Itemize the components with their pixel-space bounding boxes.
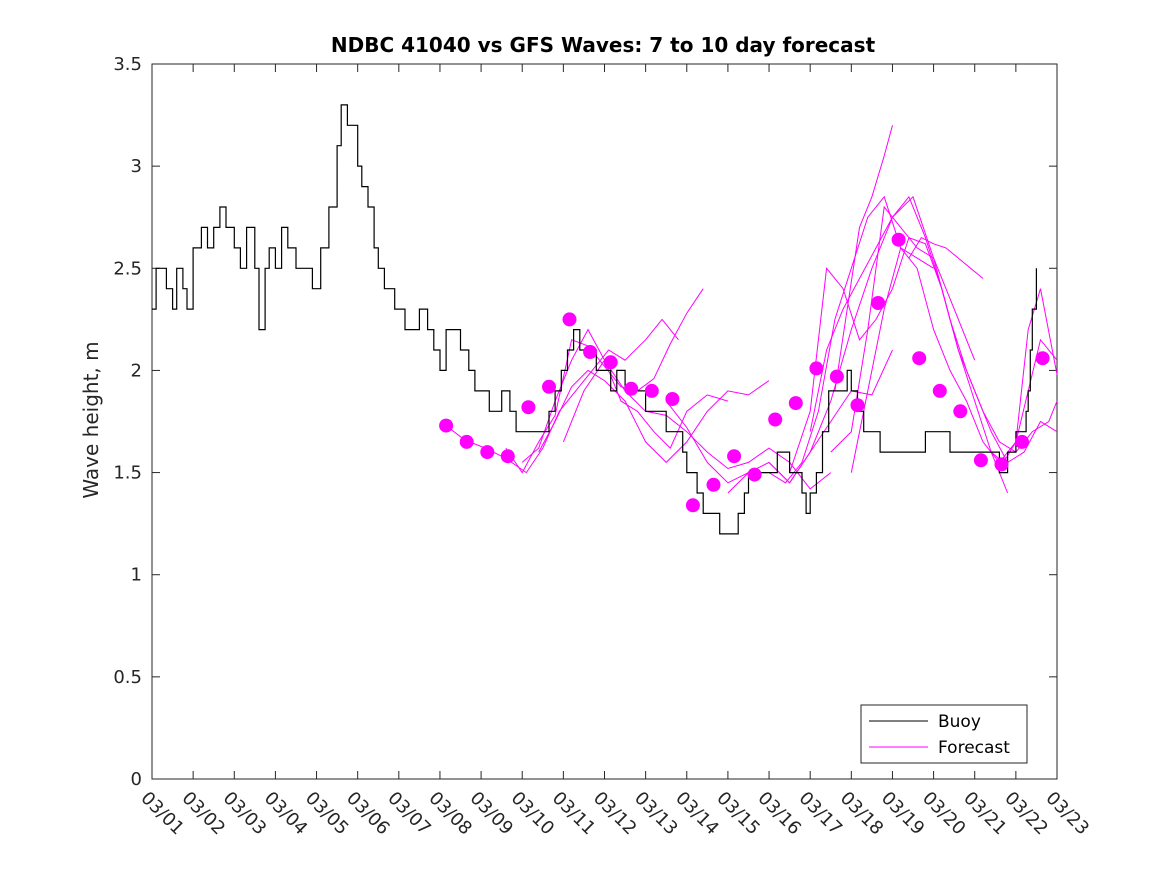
forecast-point <box>706 477 721 492</box>
y-tick-label: 3.5 <box>113 54 142 75</box>
forecast-point <box>932 383 947 398</box>
x-tick-label: 03/20 <box>918 788 970 840</box>
forecast-run-line <box>830 205 1058 453</box>
forecast-point <box>562 312 577 327</box>
forecast-point <box>912 351 927 366</box>
forecast-point <box>768 412 783 427</box>
x-tick-label: 03/22 <box>1000 788 1052 840</box>
forecast-point <box>644 383 659 398</box>
x-tick-label: 03/02 <box>178 788 230 840</box>
forecast-run-line <box>908 236 984 279</box>
forecast-point <box>624 381 639 396</box>
forecast-point <box>891 232 906 247</box>
forecast-point <box>603 355 618 370</box>
x-tick-label: 03/17 <box>795 788 847 840</box>
forecast-run-line <box>809 195 1058 464</box>
x-tick-label: 03/01 <box>136 788 188 840</box>
y-tick-label: 1.5 <box>113 463 142 484</box>
forecast-point <box>788 396 803 411</box>
x-tick-label: 03/13 <box>630 788 682 840</box>
forecast-point <box>500 449 515 464</box>
forecast-point <box>480 445 495 460</box>
forecast-point <box>521 400 536 415</box>
x-tick-label: 03/06 <box>342 788 394 840</box>
forecast-point <box>850 398 865 413</box>
plot-frame <box>151 63 1058 780</box>
forecast-run-line <box>850 246 1058 473</box>
x-tick-label: 03/19 <box>877 788 929 840</box>
forecast-run-line <box>768 195 976 484</box>
x-tick-label: 03/18 <box>836 788 888 840</box>
forecast-point <box>1015 434 1029 449</box>
forecast-run-line <box>834 125 893 391</box>
forecast-run-line <box>505 288 704 474</box>
forecast-point <box>829 369 844 384</box>
chart-title: NDBC 41040 vs GFS Waves: 7 to 10 day for… <box>331 33 876 57</box>
forecast-point <box>973 453 988 468</box>
y-tick-label: 0.5 <box>113 667 142 688</box>
forecast-point <box>953 404 968 419</box>
y-tick-label: 3 <box>131 156 142 177</box>
x-tick-label: 03/04 <box>260 788 312 840</box>
x-tick-label: 03/10 <box>507 788 559 840</box>
x-tick-label: 03/23 <box>1041 788 1093 840</box>
forecast-point <box>727 449 742 464</box>
y-tick-label: 0 <box>131 769 142 790</box>
x-tick-label: 03/12 <box>589 788 641 840</box>
forecast-run-line <box>789 236 1009 494</box>
forecast-point <box>809 361 824 376</box>
y-tick-label: 1 <box>131 565 142 586</box>
forecast-run-line <box>538 369 770 464</box>
x-tick-label: 03/16 <box>754 788 806 840</box>
y-tick-label: 2.5 <box>113 258 142 279</box>
legend-box <box>860 704 1028 764</box>
forecast-point <box>439 418 454 433</box>
forecast-point <box>665 392 680 406</box>
forecast-point <box>685 498 700 513</box>
legend: Buoy Forecast <box>860 704 1028 764</box>
x-tick-label: 03/14 <box>671 788 723 840</box>
x-tick-label: 03/07 <box>383 788 435 840</box>
buoy-series-line <box>152 104 1037 535</box>
forecast-point <box>542 379 556 394</box>
forecast-point <box>459 434 474 449</box>
forecast-point <box>1035 351 1050 366</box>
legend-buoy-label: Buoy <box>938 712 981 732</box>
x-tick-label: 03/08 <box>424 788 476 840</box>
x-tick-label: 03/21 <box>959 788 1011 840</box>
forecast-point <box>747 467 762 482</box>
x-tick-label: 03/15 <box>712 788 764 840</box>
x-tick-label: 03/09 <box>466 788 518 840</box>
forecast-point <box>583 345 598 359</box>
y-tick-label: 2 <box>131 360 142 381</box>
legend-forecast-label: Forecast <box>938 738 1010 758</box>
x-tick-label: 03/05 <box>301 788 353 840</box>
x-tick-label: 03/03 <box>219 788 271 840</box>
forecast-point <box>871 296 886 310</box>
y-axis-label: Wave height, m <box>79 341 103 498</box>
forecast-point <box>994 457 1009 472</box>
x-tick-label: 03/11 <box>548 788 600 840</box>
